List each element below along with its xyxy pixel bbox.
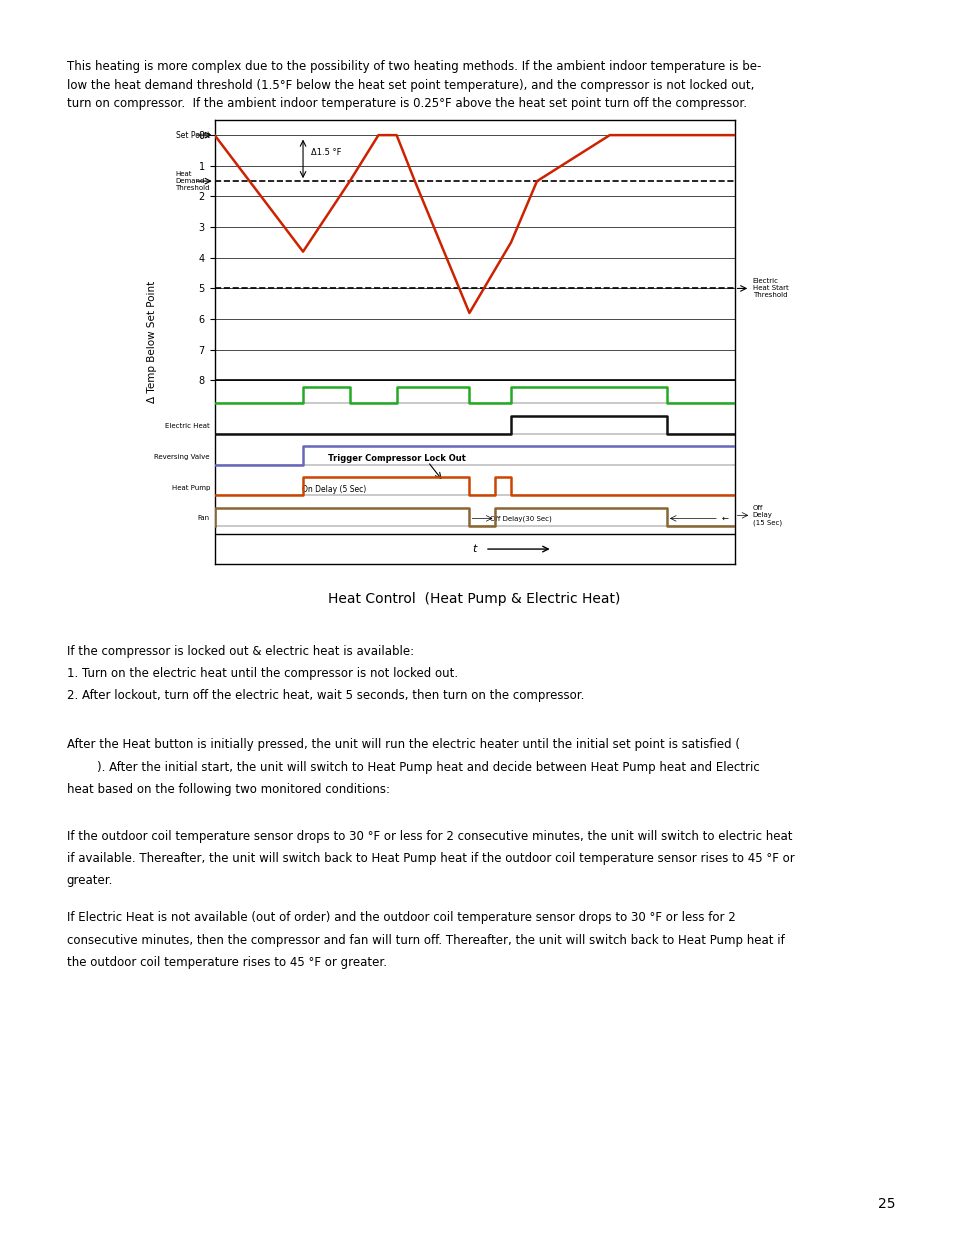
Text: Off
Delay
(15 Sec): Off Delay (15 Sec) (752, 505, 781, 526)
Text: t: t (472, 545, 476, 555)
Text: 2. After lockout, turn off the electric heat, wait 5 seconds, then turn on the c: 2. After lockout, turn off the electric … (67, 689, 583, 701)
Text: If the outdoor coil temperature sensor drops to 30 °F or less for 2 consecutive : If the outdoor coil temperature sensor d… (67, 830, 791, 842)
Text: greater.: greater. (67, 874, 113, 887)
Text: heat based on the following two monitored conditions:: heat based on the following two monitore… (67, 783, 390, 795)
Text: Reversing Valve: Reversing Valve (154, 454, 210, 461)
Text: Electric
Heat Start
Threshold: Electric Heat Start Threshold (752, 278, 788, 299)
Text: low the heat demand threshold (1.5°F below the heat set point temperature), and : low the heat demand threshold (1.5°F bel… (67, 79, 754, 91)
Text: Off Delay(30 Sec): Off Delay(30 Sec) (490, 515, 552, 521)
Text: Fan: Fan (197, 515, 210, 521)
Text: After the Heat button is initially pressed, the unit will run the electric heate: After the Heat button is initially press… (67, 739, 739, 751)
Text: Trigger Compressor Lock Out: Trigger Compressor Lock Out (327, 454, 465, 463)
Text: Δ1.5 °F: Δ1.5 °F (311, 148, 341, 157)
Text: consecutive minutes, then the compressor and fan will turn off. Thereafter, the : consecutive minutes, then the compressor… (67, 934, 783, 946)
Text: This heating is more complex due to the possibility of two heating methods. If t: This heating is more complex due to the … (67, 61, 760, 73)
Text: 25: 25 (878, 1197, 895, 1212)
Text: Heat Control  (Heat Pump & Electric Heat): Heat Control (Heat Pump & Electric Heat) (328, 592, 620, 605)
Text: On Delay (5 Sec): On Delay (5 Sec) (302, 485, 366, 494)
Text: Set Point: Set Point (175, 131, 210, 140)
Text: If the compressor is locked out & electric heat is available:: If the compressor is locked out & electr… (67, 645, 414, 657)
Text: turn on compressor.  If the ambient indoor temperature is 0.25°F above the heat : turn on compressor. If the ambient indoo… (67, 98, 746, 110)
Text: Heat Pump: Heat Pump (172, 485, 210, 490)
Text: if available. Thereafter, the unit will switch back to Heat Pump heat if the out: if available. Thereafter, the unit will … (67, 852, 794, 864)
Text: 1. Turn on the electric heat until the compressor is not locked out.: 1. Turn on the electric heat until the c… (67, 667, 457, 679)
Text: If Electric Heat is not available (out of order) and the outdoor coil temperatur: If Electric Heat is not available (out o… (67, 911, 735, 924)
Text: the outdoor coil temperature rises to 45 °F or greater.: the outdoor coil temperature rises to 45… (67, 956, 386, 968)
Y-axis label: Δ Temp Below Set Point: Δ Temp Below Set Point (147, 282, 157, 403)
Text: Heat
Demand
Threshold: Heat Demand Threshold (175, 172, 210, 191)
Text: ). After the initial start, the unit will switch to Heat Pump heat and decide be: ). After the initial start, the unit wil… (67, 761, 759, 773)
Text: ←: ← (720, 514, 728, 522)
Text: Electric Heat: Electric Heat (165, 424, 210, 430)
